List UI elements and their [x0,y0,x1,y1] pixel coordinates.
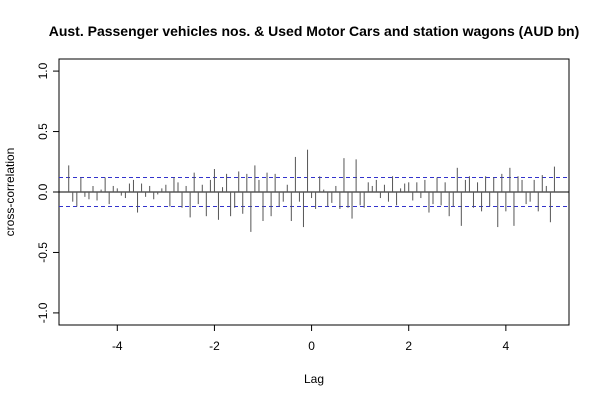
y-tick-label: -0.5 [36,242,50,263]
x-axis-label: Lag [304,372,324,386]
confidence-bounds [59,176,569,208]
y-axis: -1.0 -0.5 0.0 0.5 1.0 [36,62,59,323]
chart-title: Aust. Passenger vehicles nos. & Used Mot… [49,23,580,39]
y-axis-label: cross-correlation [3,148,17,237]
x-tick-label: -4 [112,339,123,353]
y-tick-label: 0.5 [36,123,50,140]
x-tick-label: -2 [209,339,220,353]
x-axis: -4 -2 0 2 4 [112,325,510,353]
y-tick-label: 0.0 [36,183,50,200]
y-tick-label: -1.0 [36,302,50,323]
x-tick-label: 4 [503,339,510,353]
x-tick-label: 2 [405,339,412,353]
y-tick-label: 1.0 [36,62,50,79]
correlation-bars [68,149,555,232]
x-tick-label: 0 [308,339,315,353]
